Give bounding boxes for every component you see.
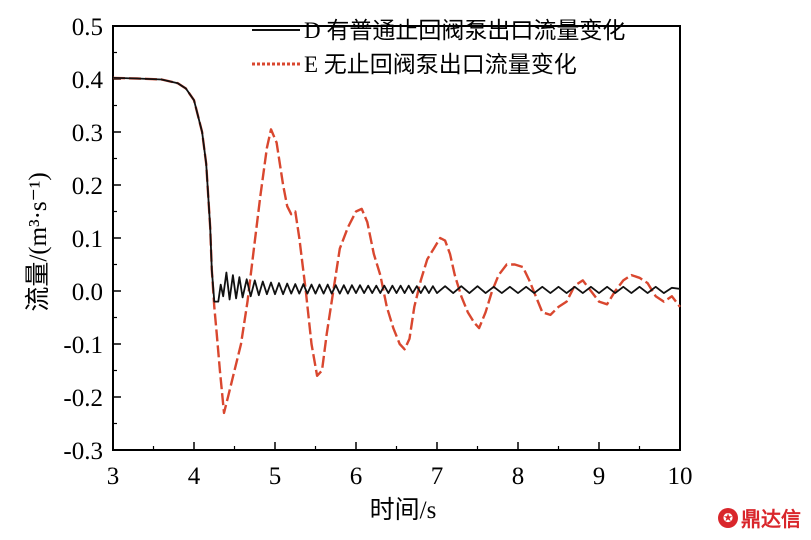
plot-area-border xyxy=(112,25,681,451)
series-layer xyxy=(112,76,681,415)
y-tick-label: 0.0 xyxy=(72,279,103,306)
plot-frame xyxy=(112,25,681,451)
legend-label-e: E 无止回阀泵出口流量变化 xyxy=(304,52,577,77)
x-tick-label: 7 xyxy=(431,463,444,490)
y-tick-label: 0.1 xyxy=(72,226,103,253)
legend: D 有普通止回阀泵出口流量变化 E 无止回阀泵出口流量变化 xyxy=(252,18,625,77)
x-tick-label: 9 xyxy=(593,463,606,490)
y-tick-label: 0.5 xyxy=(72,14,103,41)
y-tick-label: 0.2 xyxy=(72,173,103,200)
series-e-line xyxy=(112,76,681,415)
y-tick-label: 0.4 xyxy=(72,67,104,94)
x-tick-label: 3 xyxy=(107,463,120,490)
watermark-logo-icon: ✪ xyxy=(718,507,738,528)
x-axis-title: 时间/s xyxy=(370,496,437,524)
y-axis-ticks: 0.5 0.4 0.3 0.2 0.1 0.0 -0.1 -0.2 -0.3 xyxy=(63,14,121,465)
x-tick-label: 8 xyxy=(512,463,525,490)
watermark-text: 鼎达信 xyxy=(741,507,801,531)
watermark: ✪ 鼎达信 xyxy=(718,503,801,532)
x-tick-label: 6 xyxy=(350,463,363,490)
y-axis-title: 流量/(m³·s⁻¹) xyxy=(24,172,52,311)
y-tick-label: -0.3 xyxy=(63,438,103,465)
x-tick-label: 4 xyxy=(188,463,201,490)
x-axis-ticks: 3 4 5 6 7 8 9 10 xyxy=(107,442,693,490)
y-tick-label: -0.2 xyxy=(63,385,103,412)
y-tick-label: 0.3 xyxy=(72,120,103,147)
y-tick-label: -0.1 xyxy=(63,332,103,359)
series-d-line xyxy=(112,77,681,303)
x-tick-label: 5 xyxy=(269,463,282,490)
x-tick-label: 10 xyxy=(668,463,693,490)
legend-label-d: D 有普通止回阀泵出口流量变化 xyxy=(304,18,625,43)
